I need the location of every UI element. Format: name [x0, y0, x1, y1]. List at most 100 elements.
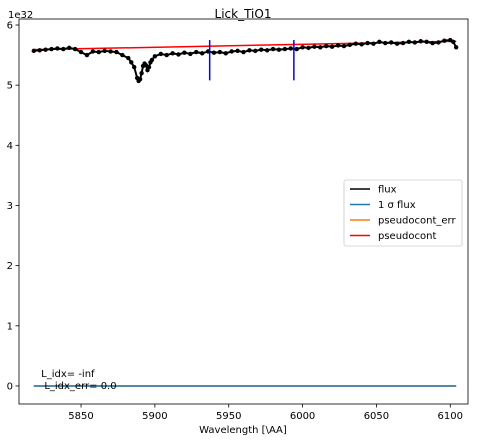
x-tick-label: 6000	[290, 411, 315, 422]
flux-point	[55, 46, 60, 51]
flux-point	[84, 52, 90, 58]
flux-point	[126, 55, 131, 61]
flux-point	[377, 39, 382, 45]
flux-point	[176, 52, 181, 57]
flux-point	[276, 47, 282, 52]
flux-point	[294, 46, 299, 52]
flux-point	[371, 41, 376, 46]
flux-point	[194, 49, 199, 55]
x-tick-label: 6050	[364, 411, 389, 422]
legend-box	[343, 179, 463, 247]
plot-area	[31, 37, 459, 387]
flux-point	[235, 48, 240, 54]
flux-point	[90, 49, 96, 54]
flux-point	[347, 42, 353, 48]
flux-point	[394, 41, 400, 46]
y-axis: 0 1 2 3 4 5 6	[7, 21, 19, 392]
x-tick-label: 5950	[216, 411, 241, 422]
flux-point	[137, 76, 143, 82]
y-tick-label: 1	[7, 321, 13, 332]
flux-point	[61, 46, 66, 52]
flux-point	[341, 43, 347, 49]
flux-point	[383, 40, 388, 46]
flux-point	[72, 46, 78, 52]
flux-point	[406, 39, 412, 45]
y-tick-label: 5	[7, 81, 13, 92]
y-offset-label: 1e32	[8, 10, 33, 21]
flux-point	[114, 49, 119, 55]
flux-point	[164, 52, 169, 58]
flux-point	[170, 51, 175, 56]
flux-point	[149, 57, 155, 63]
flux-point	[199, 51, 205, 56]
y-tick-label: 6	[7, 21, 13, 32]
flux-point	[318, 45, 323, 50]
y-tick-label: 3	[7, 201, 13, 212]
x-tick-label: 5900	[142, 411, 167, 422]
flux-point	[259, 47, 264, 52]
flux-point	[182, 50, 187, 55]
flux-point	[229, 49, 234, 54]
flux-point	[264, 48, 270, 53]
flux-point	[152, 54, 158, 59]
flux-point	[96, 49, 101, 55]
flux-point	[129, 60, 134, 65]
flux-point	[442, 38, 447, 43]
flux-point	[353, 41, 358, 46]
chart-title: Lick_TiO1	[215, 7, 272, 21]
flux-point	[312, 44, 317, 49]
flux-point	[49, 46, 54, 52]
flux-point	[241, 49, 246, 55]
flux-point	[451, 39, 456, 45]
flux-point	[329, 44, 335, 49]
annotation-text: L_idx_err= 0.0	[41, 381, 116, 392]
flux-point	[43, 47, 48, 52]
flux-point	[217, 49, 223, 55]
annotation-text: L_idx= -inf	[41, 369, 95, 380]
legend-label: pseudocont	[378, 231, 436, 242]
legend-label: pseudocont_err	[378, 216, 456, 227]
flux-point	[253, 48, 258, 54]
flux-point	[132, 64, 137, 70]
flux-point	[359, 42, 364, 47]
flux-point	[211, 50, 217, 55]
flux-point	[158, 51, 163, 57]
flux-point	[324, 43, 329, 49]
plot-frame	[18, 18, 469, 405]
x-tick-label: 5850	[68, 411, 93, 422]
flux-point	[139, 70, 144, 76]
flux-point	[188, 51, 193, 57]
flux-point	[282, 46, 288, 52]
flux-point	[418, 39, 423, 44]
flux-point	[389, 40, 394, 45]
y-tick-label: 4	[7, 141, 13, 152]
flux-point	[146, 64, 152, 70]
legend: flux 1 σ flux pseudocont_err pseudocont	[343, 179, 463, 247]
flux-point	[223, 51, 228, 56]
flux-point	[453, 45, 459, 50]
flux-point	[335, 43, 341, 48]
flux-point	[365, 40, 370, 46]
flux-point	[288, 46, 293, 51]
flux-point	[31, 48, 36, 54]
flux-point	[424, 39, 429, 45]
flux-point	[412, 40, 418, 45]
flux-point	[270, 46, 276, 52]
flux-point	[108, 49, 113, 54]
flux-point	[78, 49, 84, 55]
flux-point	[120, 52, 125, 58]
flux-point	[400, 40, 406, 46]
flux-point	[436, 40, 441, 45]
flux-point	[102, 48, 107, 54]
legend-label: flux	[378, 185, 397, 196]
flux-point	[430, 40, 435, 46]
flux-point	[306, 45, 311, 51]
legend-label: 1 σ flux	[378, 200, 416, 211]
flux-point	[300, 45, 305, 50]
y-tick-label: 2	[7, 261, 13, 272]
flux-point	[37, 48, 42, 53]
x-axis-label: Wavelength [\AA]	[199, 425, 287, 436]
annotations: L_idx= -inf L_idx_err= 0.0	[41, 369, 116, 392]
x-axis: 5850 5900 5950 6000 6050 6100	[68, 404, 463, 422]
